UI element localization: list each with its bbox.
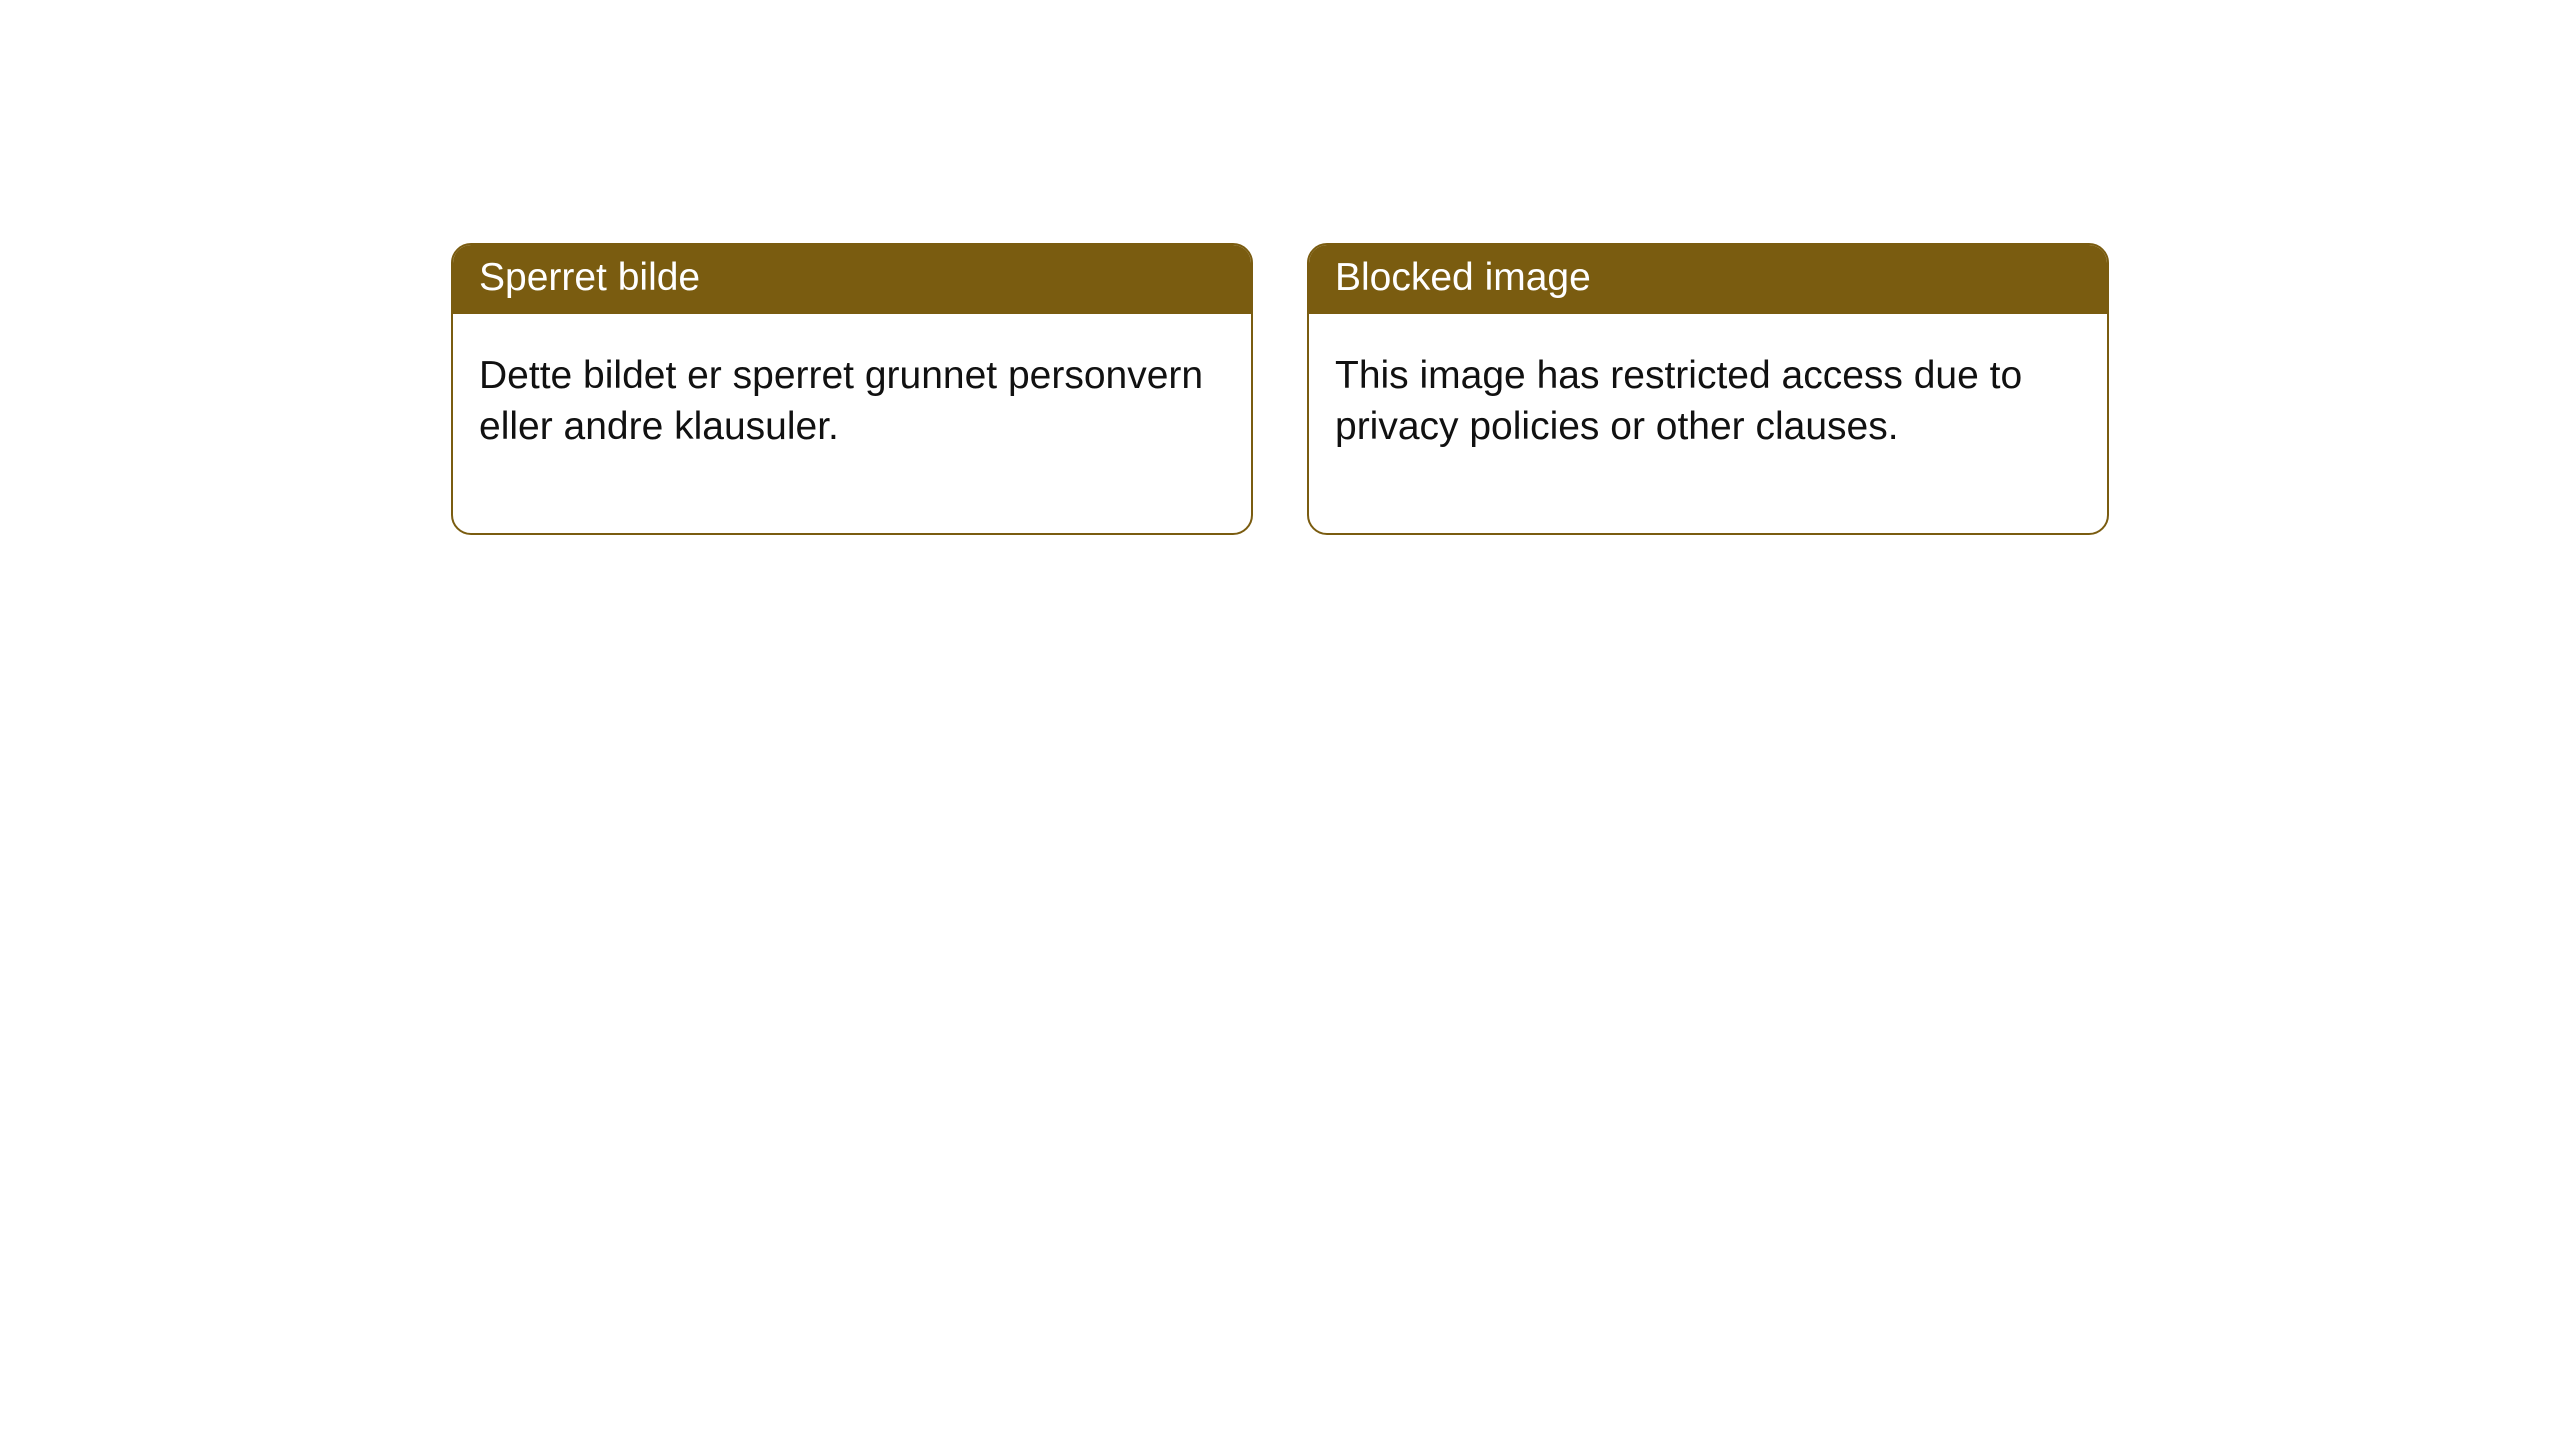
card-header: Blocked image	[1309, 245, 2107, 314]
card-title: Blocked image	[1335, 256, 1591, 299]
blocked-image-card-en: Blocked image This image has restricted …	[1307, 243, 2109, 535]
card-body: Dette bildet er sperret grunnet personve…	[453, 314, 1251, 533]
notice-container: Sperret bilde Dette bildet er sperret gr…	[451, 243, 2109, 535]
blocked-image-card-no: Sperret bilde Dette bildet er sperret gr…	[451, 243, 1253, 535]
card-body-text: Dette bildet er sperret grunnet personve…	[479, 354, 1203, 448]
card-title: Sperret bilde	[479, 256, 700, 299]
card-body: This image has restricted access due to …	[1309, 314, 2107, 533]
card-body-text: This image has restricted access due to …	[1335, 354, 2022, 448]
card-header: Sperret bilde	[453, 245, 1251, 314]
